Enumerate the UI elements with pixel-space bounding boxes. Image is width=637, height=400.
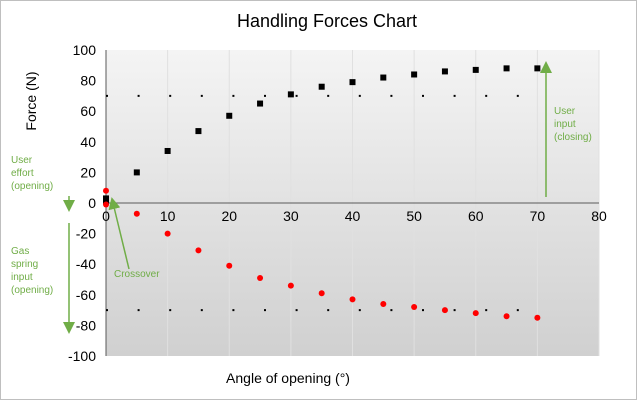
- x-tick-label: 10: [160, 208, 176, 224]
- data-point-circle: [164, 230, 171, 237]
- data-point-circle: [133, 210, 140, 217]
- annotation-text: (opening): [11, 181, 53, 192]
- data-point-square: [318, 83, 325, 90]
- x-tick-label: 70: [530, 208, 546, 224]
- x-tick-label: 40: [345, 208, 361, 224]
- data-point-circle: [534, 314, 541, 321]
- data-point-square: [103, 195, 109, 202]
- annotation-text: Gas: [11, 246, 29, 257]
- y-tick-label: 100: [73, 42, 97, 58]
- y-tick-label: 80: [80, 73, 96, 89]
- y-tick-label: -100: [68, 348, 96, 364]
- x-tick-label: 50: [406, 208, 422, 224]
- data-point-circle: [103, 201, 109, 208]
- data-point-circle: [349, 296, 356, 303]
- data-point-square: [133, 169, 140, 176]
- data-point-square: [257, 100, 264, 107]
- y-tick-label: -60: [76, 287, 96, 303]
- data-point-circle: [318, 290, 325, 297]
- data-point-circle: [103, 187, 109, 194]
- data-point-square: [380, 74, 387, 81]
- data-point-circle: [195, 247, 202, 254]
- x-tick-label: 0: [102, 208, 110, 224]
- data-point-square: [195, 128, 202, 135]
- y-tick-label: -20: [76, 226, 96, 242]
- data-point-circle: [472, 310, 479, 317]
- annotation-text: (closing): [554, 132, 592, 143]
- x-tick-labels: 0 10 20 30 40 50 60 70 80: [102, 208, 607, 224]
- y-tick-label: -80: [76, 317, 96, 333]
- data-point-square: [411, 71, 418, 78]
- y-tick-label: 20: [80, 164, 96, 180]
- data-point-square: [441, 68, 448, 75]
- x-tick-label: 20: [221, 208, 237, 224]
- annotation-arrow: [108, 197, 130, 270]
- data-point-circle: [226, 262, 233, 269]
- data-point-circle: [503, 313, 510, 320]
- y-tick-label: -40: [76, 256, 96, 272]
- data-point-square: [287, 91, 294, 98]
- y-tick-label: 40: [80, 134, 96, 150]
- data-point-circle: [257, 274, 264, 281]
- data-point-square: [349, 79, 356, 86]
- annotation-text: input: [554, 119, 576, 130]
- data-point-circle: [411, 304, 418, 311]
- annotation-text: input: [11, 272, 33, 283]
- data-point-circle: [380, 300, 387, 307]
- y-tick-label: 0: [88, 195, 96, 211]
- annotation-text: effort: [11, 168, 34, 179]
- y-axis-title: Force (N): [23, 71, 39, 130]
- annotation-text: User: [11, 155, 33, 166]
- data-point-square: [534, 65, 541, 72]
- data-point-square: [103, 198, 109, 205]
- data-point-square: [472, 66, 479, 73]
- data-point-circle: [287, 282, 294, 289]
- data-point-circle: [441, 307, 448, 314]
- annotation-text: User: [554, 106, 576, 117]
- annotation-text: (opening): [11, 285, 53, 296]
- x-tick-label: 30: [283, 208, 299, 224]
- x-axis-title: Angle of opening (°): [226, 370, 350, 386]
- annotation-text: Crossover: [114, 269, 160, 280]
- y-tick-label: 60: [80, 103, 96, 119]
- x-tick-label: 80: [591, 208, 607, 224]
- chart-title: Handling Forces Chart: [237, 11, 417, 31]
- y-tick-labels: 100 80 60 40 20 0 -20 -40 -60 -80 -100: [68, 42, 96, 364]
- data-point-square: [226, 112, 233, 119]
- data-point-square: [503, 65, 510, 72]
- data-points: [103, 65, 541, 321]
- data-point-square: [164, 147, 171, 154]
- x-tick-label: 60: [468, 208, 484, 224]
- annotations: User input (closing) User effort (opening) Gas…: [11, 61, 592, 334]
- annotation-text: spring: [11, 259, 38, 270]
